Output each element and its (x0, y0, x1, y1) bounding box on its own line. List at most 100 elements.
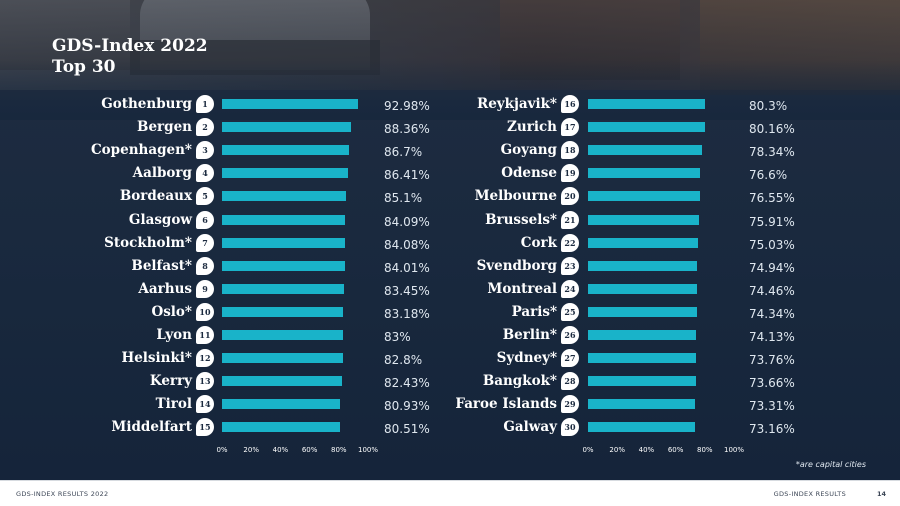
rank-badge: 2 (196, 118, 214, 137)
city-label: Paris* (511, 303, 557, 320)
city-label: Gothenburg (101, 96, 192, 112)
value-label: 73.76% (749, 353, 795, 368)
city-label: Faroe Islands (455, 396, 557, 413)
title-line-1: GDS-Index 2022 (52, 36, 208, 56)
x-tick-label: 100% (723, 446, 744, 454)
value-label: 75.91% (749, 214, 795, 229)
rank-badge: 19 (561, 164, 579, 183)
rank-badge: 9 (196, 279, 214, 298)
rank-badge: 30 (561, 418, 579, 437)
bar (588, 399, 696, 410)
value-label: 78.34% (749, 145, 795, 160)
bar (588, 122, 706, 133)
rank-badge: 1 (196, 95, 214, 113)
value-label: 74.13% (749, 330, 795, 344)
city-label: Galway (503, 419, 557, 436)
rank-badge: 11 (196, 326, 214, 344)
background-fade (0, 60, 900, 120)
value-label: 74.34% (749, 306, 795, 321)
city-label: Montreal (487, 280, 557, 297)
bar (588, 99, 706, 109)
footer-right-text: GDS-INDEX RESULTS (773, 490, 846, 498)
bar (222, 145, 349, 156)
bar (222, 260, 345, 271)
bar (222, 191, 347, 202)
city-label: Cork (520, 234, 557, 251)
bar (222, 306, 344, 317)
value-label: 88.36% (384, 122, 430, 137)
bar (222, 214, 345, 225)
title-line-2: Top 30 (52, 57, 116, 77)
value-label: 83% (384, 330, 411, 344)
x-tick-label: 100% (357, 446, 378, 454)
bar (588, 145, 703, 156)
value-label: 84.09% (384, 214, 430, 229)
rank-badge: 21 (561, 210, 579, 229)
value-label: 80.51% (384, 422, 430, 437)
city-label: Belfast* (131, 257, 192, 274)
bar (222, 122, 351, 133)
bar (222, 353, 343, 364)
x-tick-label: 60% (301, 446, 318, 454)
bar (222, 99, 358, 109)
bar (588, 422, 695, 433)
city-label: Copenhagen* (90, 142, 192, 159)
city-label: Svendborg (476, 257, 557, 274)
value-label: 83.45% (384, 283, 430, 298)
capital-cities-note: *are capital cities (795, 460, 866, 469)
rank-badge: 20 (561, 187, 579, 206)
footer-left-text: GDS-INDEX RESULTS 2022 (16, 490, 109, 498)
city-label: Zurich (507, 119, 557, 136)
rank-badge: 22 (561, 233, 579, 252)
x-tick-label: 60% (667, 446, 684, 454)
x-tick-label: 40% (638, 446, 655, 454)
city-label: Bergen (137, 119, 192, 136)
page-number: 14 (876, 490, 886, 498)
rank-badge: 18 (561, 141, 579, 160)
city-label: Oslo* (151, 303, 192, 320)
value-label: 84.01% (384, 260, 430, 275)
x-tick-label: 0% (582, 446, 594, 454)
rank-badge: 15 (196, 418, 214, 437)
bar (222, 283, 344, 294)
slide-title: GDS-Index 2022 Top 30 (52, 36, 208, 78)
city-label: Odense (501, 165, 557, 182)
rank-badge: 29 (561, 395, 579, 414)
rank-badge: 13 (196, 372, 214, 391)
city-label: Lyon (156, 327, 192, 343)
x-tick-label: 0% (216, 446, 228, 454)
rank-badge: 17 (561, 118, 579, 137)
city-label: Middelfart (111, 419, 192, 436)
city-label: Tirol (155, 396, 192, 413)
rank-badge: 4 (196, 164, 214, 183)
background-building (0, 0, 130, 70)
x-tick-label: 20% (609, 446, 625, 454)
value-label: 83.18% (384, 306, 430, 321)
value-label: 73.31% (749, 399, 795, 414)
bar (588, 353, 696, 364)
city-label: Berlin* (502, 327, 557, 343)
footer: GDS-INDEX RESULTS 2022 GDS-INDEX RESULTS… (0, 480, 900, 506)
x-tick-label: 20% (243, 446, 259, 454)
rank-badge: 26 (561, 326, 579, 344)
rank-badge: 16 (561, 95, 579, 113)
city-label: Helsinki* (121, 350, 192, 367)
bar (588, 237, 698, 248)
value-label: 86.41% (384, 168, 430, 183)
bar (588, 306, 697, 317)
rank-badge: 6 (196, 210, 214, 229)
value-label: 80.3% (749, 99, 788, 113)
city-label: Goyang (500, 142, 557, 159)
rank-badge: 23 (561, 256, 579, 275)
rank-badge: 14 (196, 395, 214, 414)
bar (588, 376, 696, 387)
slide: GDS-Index 2022 Top 30 Gothenburg 1 92.98% B… (0, 0, 900, 480)
city-label: Glasgow (128, 211, 192, 228)
value-label: 76.55% (749, 191, 795, 206)
bar (222, 376, 343, 387)
city-label: Melbourne (474, 188, 557, 205)
bar (588, 214, 699, 225)
bar (588, 330, 697, 340)
value-label: 84.08% (384, 237, 430, 252)
city-label: Reykjavik* (476, 96, 557, 112)
